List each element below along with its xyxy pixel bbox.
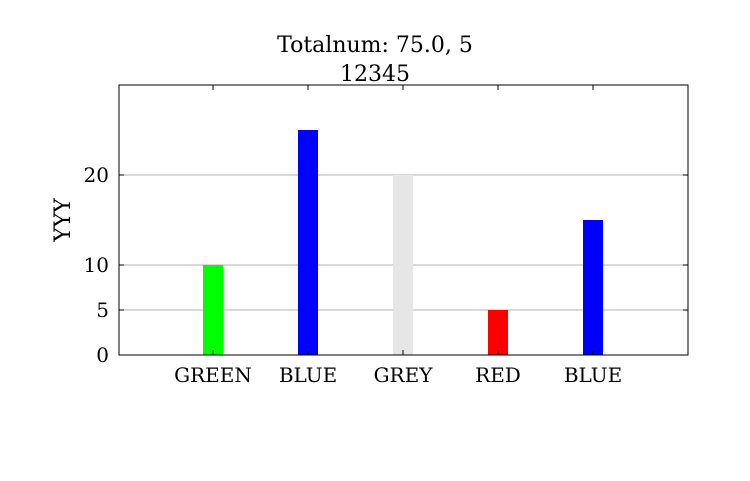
- y-tick-label: 0: [96, 343, 109, 367]
- bar: [393, 175, 413, 355]
- bar: [298, 130, 318, 355]
- x-tick-label: BLUE: [279, 363, 337, 387]
- x-tick-label: BLUE: [564, 363, 622, 387]
- y-tick-label: 5: [96, 298, 109, 322]
- bar: [583, 220, 603, 355]
- y-tick-label: 20: [84, 163, 109, 187]
- chart-subtitle: 12345: [340, 62, 410, 87]
- x-tick-label: RED: [475, 363, 521, 387]
- y-tick-label: 10: [84, 253, 109, 277]
- chart-title: Totalnum: 75.0, 5: [277, 33, 473, 58]
- bar: [488, 310, 508, 355]
- y-axis-label: YYY: [51, 198, 76, 243]
- x-tick-label: GREEN: [174, 363, 252, 387]
- x-tick-label: GREY: [374, 363, 434, 387]
- bar: [203, 265, 223, 355]
